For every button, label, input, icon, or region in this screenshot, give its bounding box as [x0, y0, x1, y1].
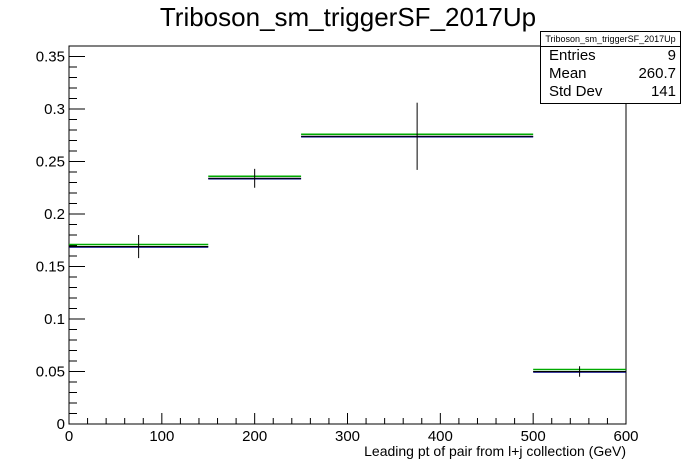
x-tick-label: 600: [613, 428, 638, 445]
stats-row-entries: Entries 9: [541, 47, 680, 65]
stats-value: 9: [667, 47, 676, 64]
y-tick-label: 0.25: [36, 154, 65, 171]
stats-row-stddev: Std Dev 141: [541, 83, 680, 101]
x-axis-label: Leading pt of pair from l+j collection (…: [364, 443, 626, 459]
stats-label: Entries: [549, 47, 596, 64]
y-tick-label: 0.2: [44, 206, 65, 223]
stats-box-name: Triboson_sm_triggerSF_2017Up: [541, 32, 680, 47]
chart-title: Triboson_sm_triggerSF_2017Up: [159, 2, 537, 32]
stats-value: 260.7: [638, 65, 676, 82]
y-tick-label: 0.15: [36, 259, 65, 276]
stats-label: Std Dev: [549, 83, 603, 100]
stats-box: Triboson_sm_triggerSF_2017Up Entries 9 M…: [540, 31, 681, 104]
y-tick-label: 0.1: [44, 311, 65, 328]
y-tick-label: 0: [57, 416, 65, 433]
stats-value: 141: [650, 83, 676, 100]
x-tick-label: 300: [335, 428, 360, 445]
x-tick-label: 400: [428, 428, 453, 445]
x-tick-label: 0: [65, 428, 73, 445]
x-tick-label: 100: [149, 428, 174, 445]
stats-label: Mean: [549, 65, 587, 82]
y-tick-label: 0.35: [36, 49, 65, 66]
stats-row-mean: Mean 260.7: [541, 65, 680, 83]
x-tick-label: 200: [242, 428, 267, 445]
y-tick-label: 0.05: [36, 364, 65, 381]
x-tick-label: 500: [521, 428, 546, 445]
y-tick-label: 0.3: [44, 101, 65, 118]
